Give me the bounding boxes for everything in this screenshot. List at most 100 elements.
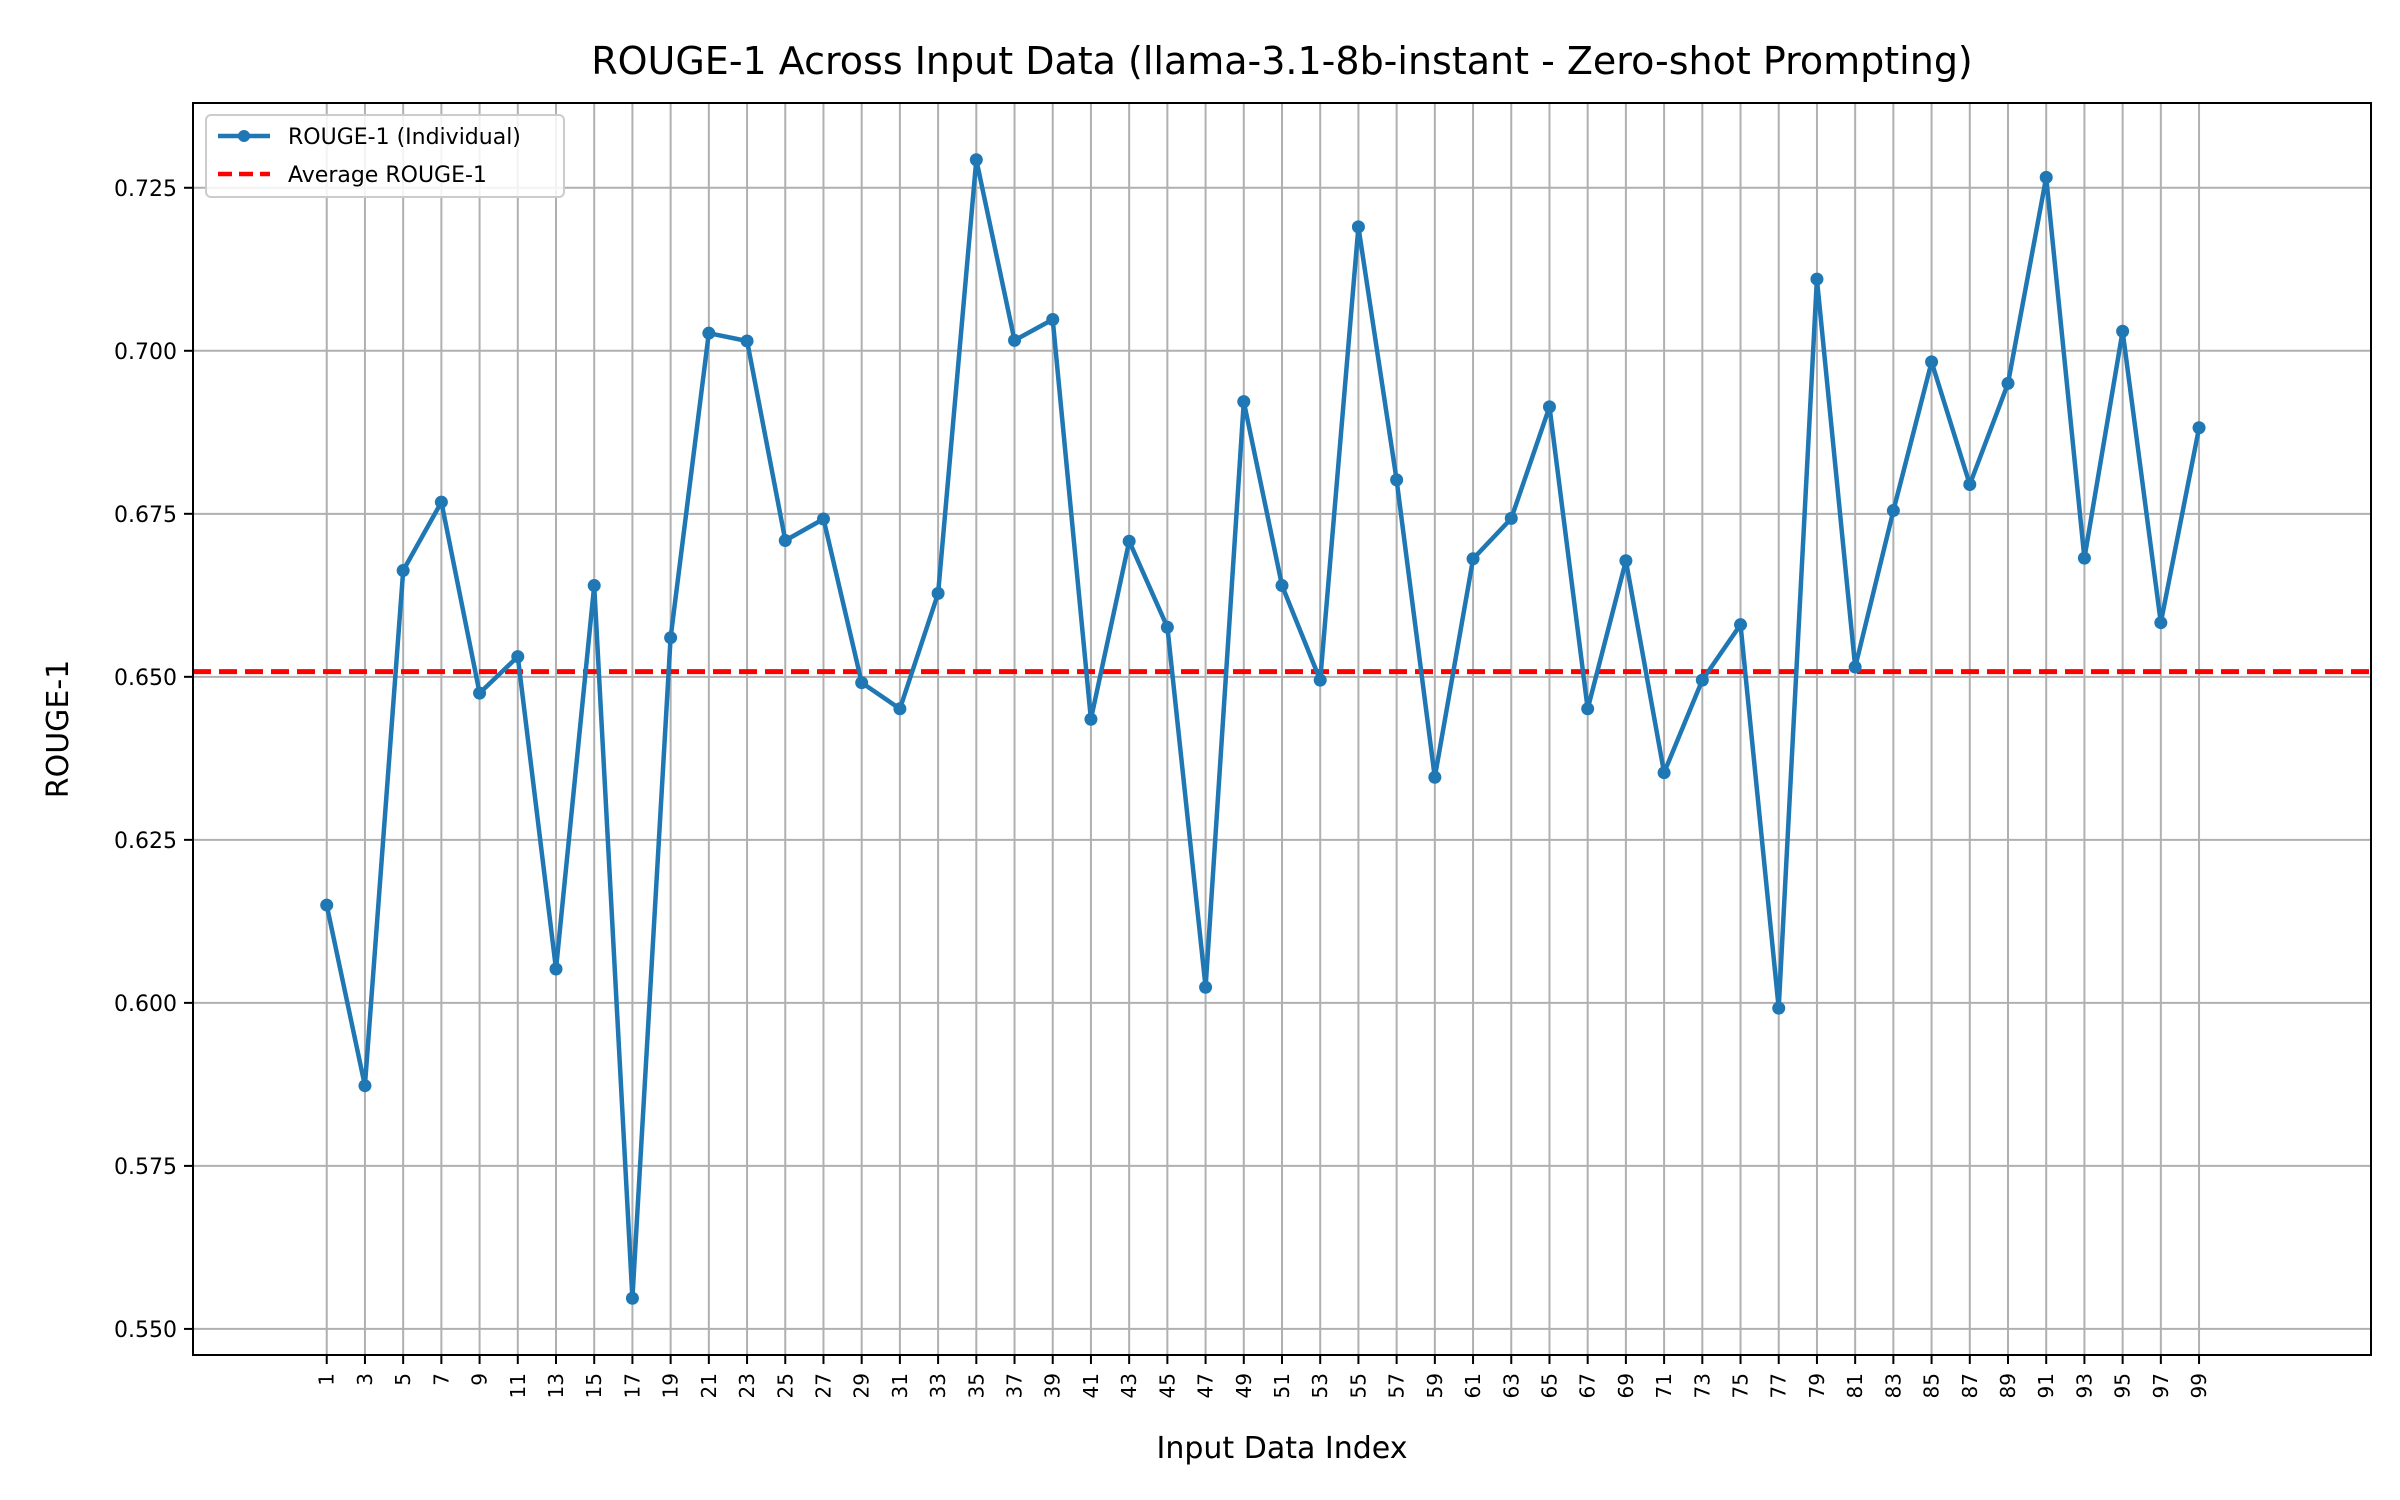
y-axis: 0.550 0.575 0.600 0.625 0.650 0.675 0.700 0.725 xyxy=(114,177,193,1343)
data-point xyxy=(1657,766,1671,780)
x-tick-label: 65 xyxy=(1537,1373,1561,1398)
y-axis-label: ROUGE-1 xyxy=(41,660,76,799)
data-point xyxy=(587,579,601,593)
data-point xyxy=(1734,618,1748,632)
data-point xyxy=(2039,170,2053,184)
x-tick-label: 23 xyxy=(735,1373,759,1398)
legend: ROUGE-1 (Individual) Average ROUGE-1 xyxy=(205,114,565,198)
y-tick-label: 0.625 xyxy=(114,829,177,854)
data-point xyxy=(1046,312,1060,326)
x-tick-label: 93 xyxy=(2072,1373,2096,1398)
x-tick-label: 19 xyxy=(659,1373,683,1398)
data-point xyxy=(740,334,754,348)
x-tick-label: 47 xyxy=(1194,1373,1218,1398)
data-point xyxy=(434,495,448,509)
x-tick-label: 25 xyxy=(773,1373,797,1398)
x-tick-label: 33 xyxy=(926,1373,950,1398)
data-point xyxy=(2192,421,2206,435)
x-tick-label: 71 xyxy=(1652,1373,1676,1398)
x-tick-label: 37 xyxy=(1003,1373,1027,1398)
chart-title: ROUGE-1 Across Input Data (llama-3.1-8b-… xyxy=(591,39,1973,83)
data-point xyxy=(1810,272,1824,286)
x-tick-label: 39 xyxy=(1041,1373,1065,1398)
data-point xyxy=(2001,376,2015,390)
x-tick-label: 9 xyxy=(468,1373,492,1386)
x-tick-label: 81 xyxy=(1843,1373,1867,1398)
x-tick-label: 89 xyxy=(1996,1373,2020,1398)
x-tick-label: 63 xyxy=(1499,1373,1523,1398)
x-tick-label: 83 xyxy=(1881,1373,1905,1398)
y-tick-label: 0.700 xyxy=(114,340,177,365)
data-point xyxy=(2077,551,2091,565)
legend-box xyxy=(205,114,565,198)
data-point xyxy=(1390,473,1404,487)
data-point xyxy=(320,898,334,912)
x-tick-label: 11 xyxy=(506,1373,530,1398)
x-tick-label: 5 xyxy=(391,1373,415,1386)
data-point xyxy=(1313,673,1327,687)
data-point xyxy=(358,1079,372,1093)
x-tick-label: 35 xyxy=(964,1373,988,1398)
data-point xyxy=(1008,333,1022,347)
data-point xyxy=(1504,511,1518,525)
rouge1-series-line xyxy=(324,157,2202,1301)
data-point xyxy=(1199,980,1213,994)
data-point xyxy=(1772,1001,1786,1015)
data-point xyxy=(931,586,945,600)
data-point xyxy=(625,1291,639,1305)
legend-label-individual: ROUGE-1 (Individual) xyxy=(288,125,521,150)
data-point xyxy=(969,153,983,167)
data-point xyxy=(1084,712,1098,726)
data-point xyxy=(893,702,907,716)
data-point xyxy=(473,686,487,700)
x-tick-label: 31 xyxy=(888,1373,912,1398)
data-point xyxy=(1925,355,1939,369)
data-point xyxy=(2116,324,2130,338)
data-point xyxy=(816,512,830,526)
data-point xyxy=(702,326,716,340)
x-tick-label: 59 xyxy=(1423,1373,1447,1398)
x-tick-label: 55 xyxy=(1346,1373,1370,1398)
series-line-layer xyxy=(324,157,2202,1301)
x-tick-label: 87 xyxy=(1958,1373,1982,1398)
data-point xyxy=(396,564,410,578)
data-point xyxy=(1237,395,1251,409)
x-tick-label: 67 xyxy=(1576,1373,1600,1398)
x-tick-label: 79 xyxy=(1805,1373,1829,1398)
data-point xyxy=(1542,400,1556,414)
x-tick-label: 75 xyxy=(1729,1373,1753,1398)
x-tick-label: 57 xyxy=(1385,1373,1409,1398)
data-point xyxy=(1848,660,1862,674)
data-point xyxy=(1122,534,1136,548)
data-point xyxy=(1619,554,1633,568)
x-tick-label: 49 xyxy=(1232,1373,1256,1398)
data-point xyxy=(1351,220,1365,234)
x-tick-label: 97 xyxy=(2149,1373,2173,1398)
data-point xyxy=(1581,702,1595,716)
grid-layer xyxy=(193,103,2371,1355)
data-point xyxy=(1466,552,1480,566)
data-point xyxy=(549,962,563,976)
y-tick-label: 0.575 xyxy=(114,1155,177,1180)
markers-layer xyxy=(320,153,2206,1305)
data-point xyxy=(778,534,792,548)
x-axis-label: Input Data Index xyxy=(1157,1431,1408,1466)
data-point xyxy=(1963,477,1977,491)
y-tick-label: 0.675 xyxy=(114,503,177,528)
data-point xyxy=(1160,620,1174,634)
x-tick-label: 95 xyxy=(2111,1373,2135,1398)
x-tick-label: 99 xyxy=(2187,1373,2211,1398)
x-tick-label: 15 xyxy=(582,1373,606,1398)
x-tick-label: 21 xyxy=(697,1373,721,1398)
x-tick-label: 29 xyxy=(850,1373,874,1398)
y-tick-label: 0.725 xyxy=(114,177,177,202)
legend-label-average: Average ROUGE-1 xyxy=(288,163,487,188)
x-tick-label: 17 xyxy=(620,1373,644,1398)
x-tick-label: 1 xyxy=(315,1373,339,1386)
data-point xyxy=(1886,504,1900,518)
x-tick-label: 13 xyxy=(544,1373,568,1398)
legend-marker-individual xyxy=(238,130,250,142)
y-tick-label: 0.600 xyxy=(114,992,177,1017)
